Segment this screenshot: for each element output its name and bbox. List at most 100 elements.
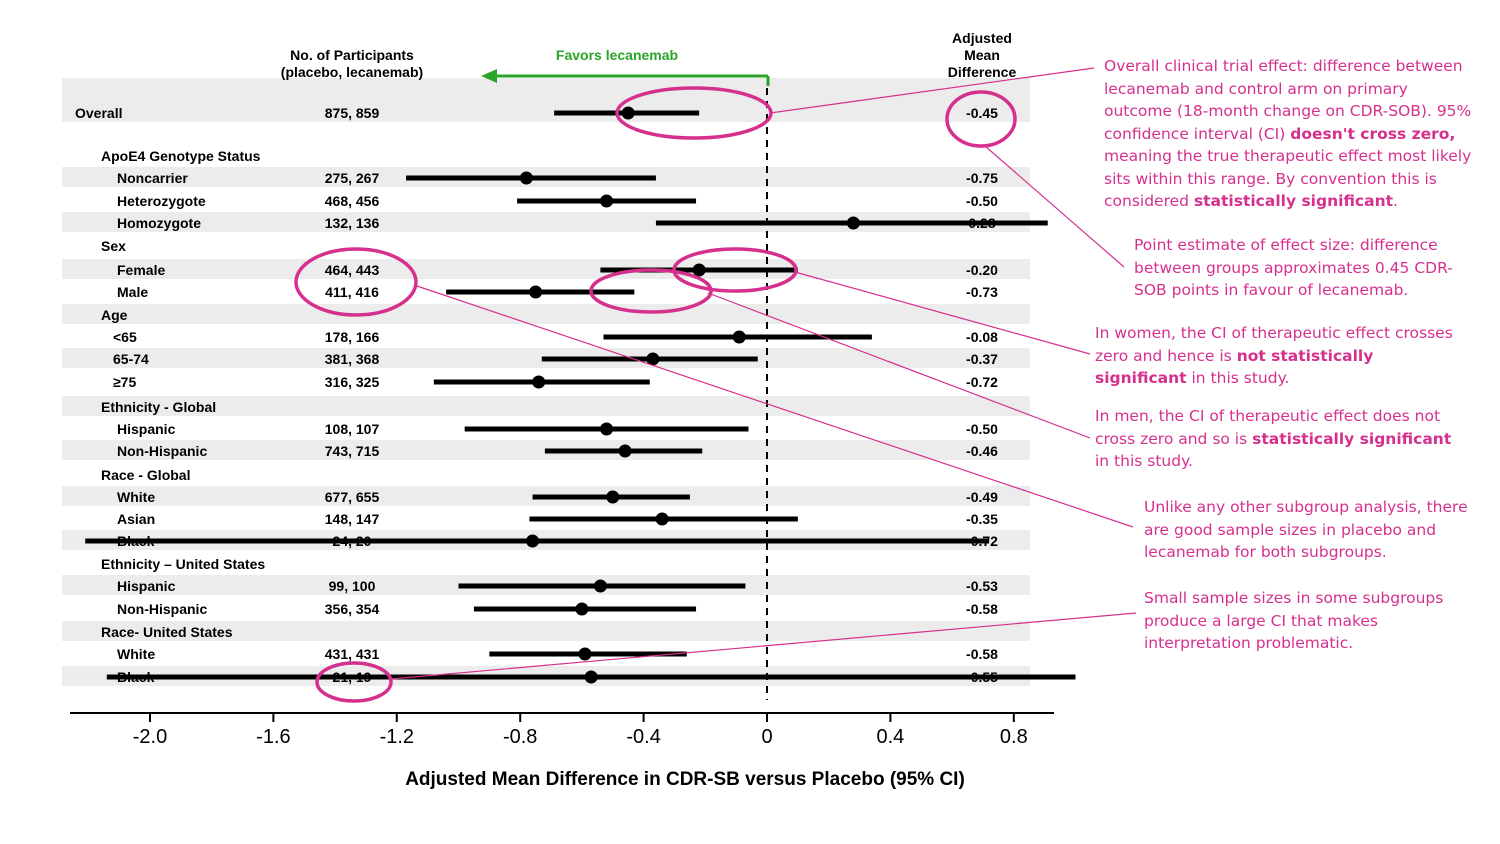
point-estimate	[646, 352, 660, 366]
subgroup-label: Female	[117, 262, 165, 278]
x-tick-label: -0.4	[626, 726, 660, 748]
subgroup-label: White	[117, 489, 155, 505]
row-band	[62, 212, 1030, 232]
annotation-text: In women, the CI of therapeutic effect c…	[1095, 324, 1453, 365]
point-estimate	[692, 263, 706, 277]
adjusted-mean-difference: -0.72	[966, 533, 998, 549]
annotation-women: In women, the CI of therapeutic effect c…	[1095, 322, 1470, 390]
adjusted-mean-difference: -0.50	[966, 193, 998, 209]
point-estimate	[532, 375, 546, 389]
annotation-text: .	[1393, 192, 1398, 210]
subgroup-label: <65	[113, 329, 137, 345]
diff-header-line1: Adjusted	[952, 30, 1012, 46]
annotation-point: Point estimate of effect size: differenc…	[1134, 234, 1464, 302]
annotation-emphasis: doesn't cross zero,	[1290, 124, 1456, 143]
subgroup-label: Non-Hispanic	[117, 601, 207, 617]
point-estimate	[655, 512, 669, 526]
subgroup-label: Male	[117, 284, 148, 300]
adjusted-mean-difference: -0.53	[966, 578, 998, 594]
adjusted-mean-difference: -0.08	[966, 329, 998, 345]
annotation-emphasis: not statistically significant	[1095, 346, 1374, 388]
x-tick-label: 0	[761, 726, 772, 748]
point-estimate	[732, 330, 746, 344]
row-band	[62, 78, 1030, 102]
x-tick-label: 0.4	[876, 726, 904, 748]
small-leader	[390, 612, 1137, 680]
forest-rows: Overall 875, 859 -0.45 ApoE4 Genotype Statu…	[75, 105, 1076, 685]
annotation-text: in this study.	[1186, 369, 1290, 387]
men-leader	[707, 292, 1091, 439]
samples-leader	[413, 284, 1134, 528]
subgroup-header: Ethnicity – United States	[101, 556, 265, 572]
point-estimate	[618, 444, 632, 458]
adjusted-mean-difference: 0.28	[968, 215, 995, 231]
annotation-text: in this study.	[1095, 452, 1193, 470]
row-band	[62, 621, 1030, 641]
participants-count: 743, 715	[325, 443, 380, 459]
participants-count: 148, 147	[325, 511, 380, 527]
point-estimate	[578, 647, 592, 661]
annotation-samples: Unlike any other subgroup analysis, ther…	[1144, 496, 1474, 564]
point-estimate	[606, 490, 620, 504]
annotation-emphasis: statistically significant	[1193, 192, 1394, 210]
point-estimate	[575, 602, 589, 616]
favors-arrow	[481, 69, 770, 86]
adjusted-mean-difference: -0.55	[966, 669, 998, 685]
subgroup-label: Heterozygote	[117, 193, 206, 209]
subgroup-label: 65-74	[113, 351, 149, 367]
annotation-text: meaning the true therapeutic effect most…	[1104, 147, 1472, 210]
adjusted-mean-difference: -0.58	[966, 646, 998, 662]
participants-count: 468, 456	[325, 193, 380, 209]
x-tick-label: -2.0	[133, 726, 167, 748]
row-band	[62, 304, 1030, 324]
point-estimate	[519, 171, 533, 185]
adjusted-mean-difference: -0.75	[966, 170, 998, 186]
participants-count: 316, 325	[325, 374, 380, 390]
annotation-text: Overall clinical trial effect: differenc…	[1104, 57, 1472, 143]
adjusted-mean-difference: -0.45	[966, 105, 998, 121]
annotation-overall: Overall clinical trial effect: differenc…	[1104, 55, 1476, 213]
adjusted-mean-difference: -0.73	[966, 284, 998, 300]
adjusted-mean-difference: -0.72	[966, 374, 998, 390]
participants-count: 99, 100	[329, 578, 376, 594]
row-band	[62, 102, 1030, 122]
adjusted-mean-difference: -0.58	[966, 601, 998, 617]
x-tick-label: -0.8	[503, 726, 537, 748]
adjusted-mean-difference: -0.20	[966, 262, 998, 278]
point-estimate	[593, 579, 607, 593]
annotation-emphasis: statistically significant	[1252, 429, 1452, 448]
participants-count: 132, 136	[325, 215, 380, 231]
adjusted-mean-difference: -0.35	[966, 511, 998, 527]
row-band	[62, 259, 1030, 279]
women-leader	[794, 271, 1091, 355]
point-leader	[984, 145, 1125, 268]
participants-count: 464, 443	[325, 262, 380, 278]
subgroup-label: Asian	[117, 511, 155, 527]
subgroup-label: Homozygote	[117, 215, 201, 231]
participants-count: 108, 107	[325, 421, 380, 437]
subgroup-header: Sex	[101, 238, 126, 254]
annotation-small: Small sample sizes in some subgroups pro…	[1144, 587, 1474, 655]
point-estimate	[529, 285, 543, 299]
point-estimate	[600, 194, 614, 208]
adjusted-mean-difference: -0.46	[966, 443, 998, 459]
subgroup-label: Noncarrier	[117, 170, 188, 186]
participants-count: 275, 267	[325, 170, 380, 186]
diff-header-line3: Difference	[948, 64, 1017, 80]
x-tick-label: 0.8	[1000, 726, 1028, 748]
subgroup-label: White	[117, 646, 155, 662]
overall-leader	[769, 67, 1095, 114]
annotation-text: In men, the CI of therapeutic effect doe…	[1095, 407, 1441, 448]
participants-count: 431, 431	[325, 646, 380, 662]
subgroup-label: ≥75	[113, 374, 136, 390]
adjusted-mean-difference: -0.50	[966, 421, 998, 437]
participants-header-line1: No. of Participants	[290, 47, 414, 63]
subgroup-label: Non-Hispanic	[117, 443, 207, 459]
annotation-text: Small sample sizes in some subgroups pro…	[1144, 589, 1444, 652]
participants-count: 411, 416	[325, 284, 379, 300]
participants-count: 178, 166	[325, 329, 380, 345]
x-tick-label: -1.6	[256, 726, 290, 748]
black-us-counts-ellipse	[315, 661, 393, 703]
subgroup-header: ApoE4 Genotype Status	[101, 148, 261, 164]
